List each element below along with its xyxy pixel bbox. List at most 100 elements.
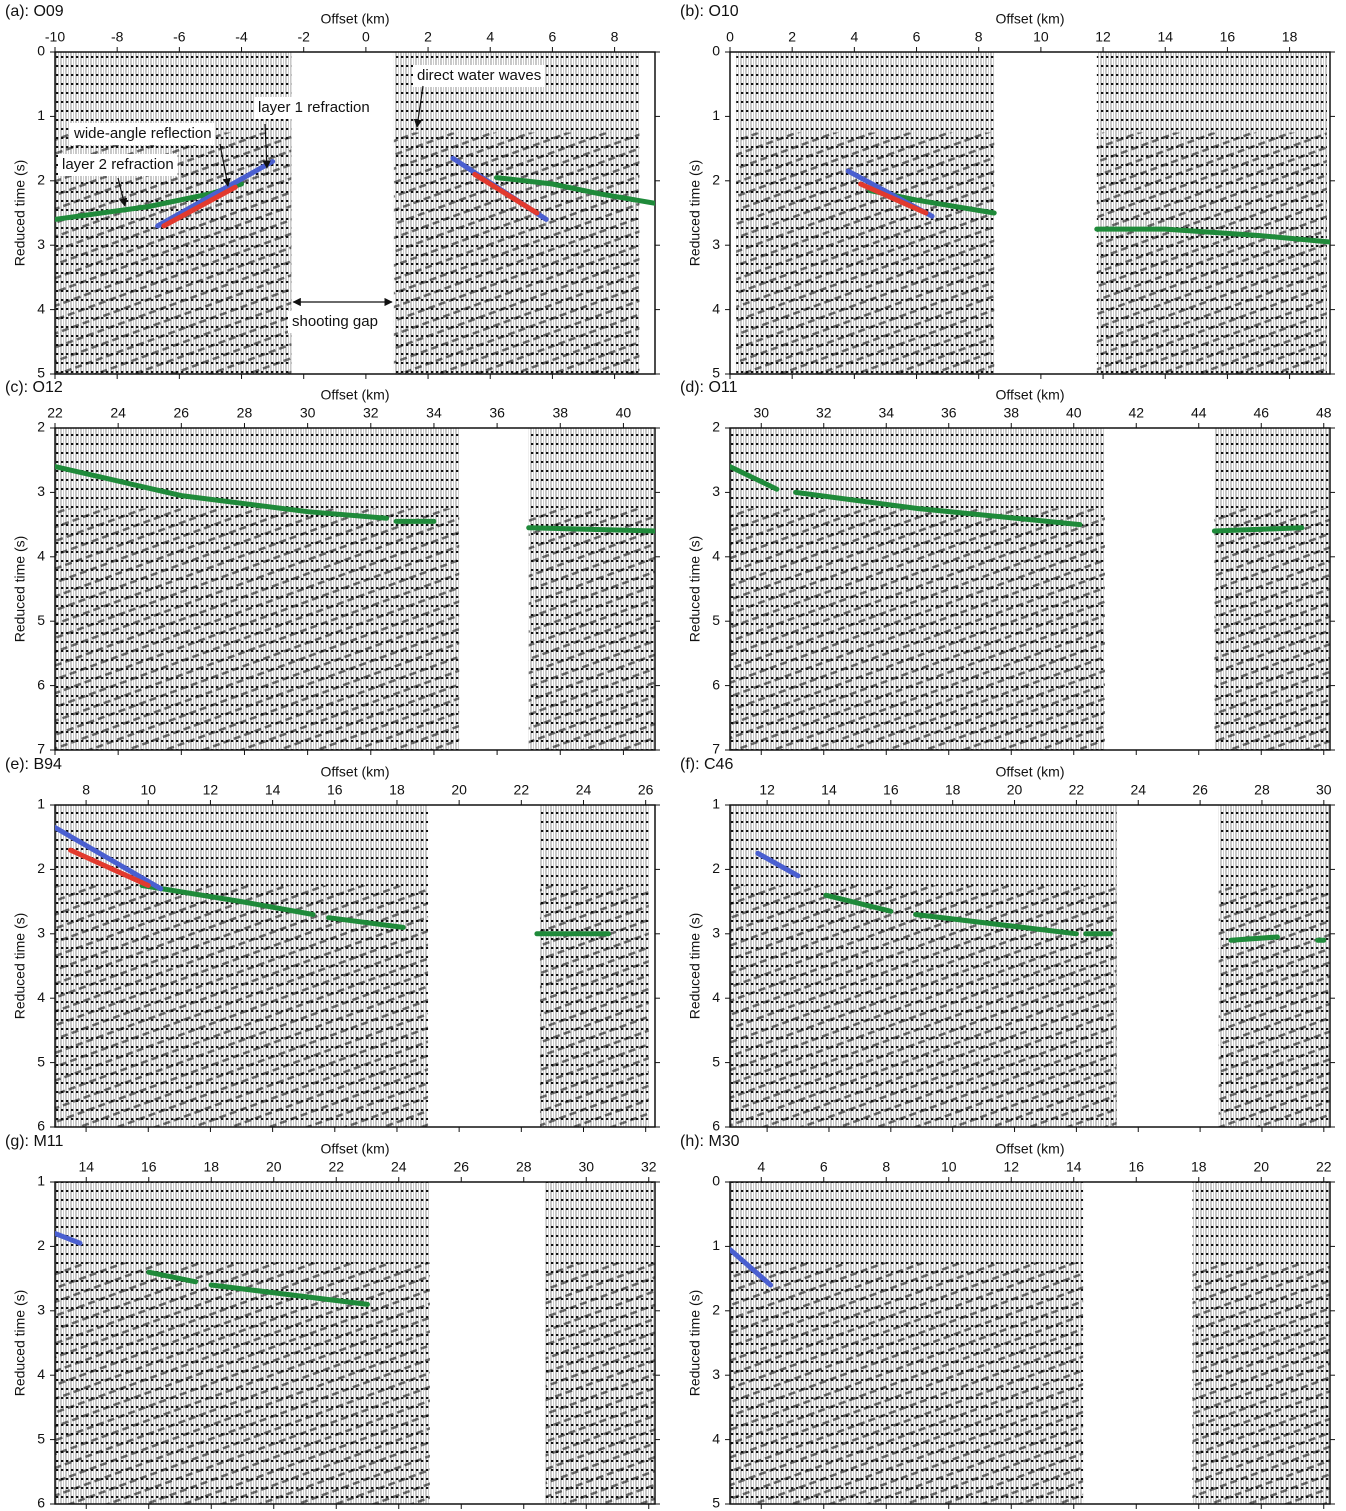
y-tick-label: 4 [712, 1430, 720, 1446]
x-tick-label: 32 [363, 405, 379, 421]
y-tick-label: 6 [37, 676, 45, 692]
annotation-box [288, 311, 382, 333]
x-tick-label: 34 [426, 405, 442, 421]
y-tick-label: 4 [712, 989, 720, 1005]
x-tick-label: -8 [111, 29, 124, 45]
chart-title: (a): O09 [5, 3, 64, 20]
y-axis-label: Reduced time (s) [12, 1290, 28, 1397]
x-axis-label: Offset (km) [996, 11, 1065, 27]
y-tick-label: 3 [712, 236, 720, 252]
x-tick-label: 16 [1128, 1159, 1144, 1175]
pick-line [858, 181, 929, 216]
y-tick-label: 7 [712, 741, 720, 757]
x-tick-label: 8 [82, 782, 90, 798]
x-tick-label: 24 [1130, 782, 1146, 798]
pick-line [730, 464, 1305, 534]
annotation-box [413, 65, 546, 87]
x-axis-label: Offset (km) [321, 11, 390, 27]
y-tick-label: 3 [37, 483, 45, 499]
x-tick-label: 14 [78, 1159, 94, 1175]
y-axis-label: Reduced time (s) [12, 536, 28, 643]
x-tick-label: 24 [110, 405, 126, 421]
trace-texture [736, 132, 995, 374]
y-tick-label: 2 [712, 860, 720, 876]
x-tick-label: 28 [1254, 782, 1270, 798]
pick-line [55, 464, 655, 534]
y-tick-label: 5 [712, 365, 720, 381]
x-tick-label: 28 [516, 1159, 532, 1175]
y-tick-label: 1 [712, 1237, 720, 1253]
y-tick-label: 4 [712, 300, 720, 316]
x-tick-label: 22 [1069, 782, 1085, 798]
x-tick-label: 4 [850, 29, 858, 45]
y-axis-label: Reduced time (s) [687, 1290, 703, 1397]
x-tick-label: 36 [941, 405, 957, 421]
x-tick-label: 10 [941, 1159, 957, 1175]
trace-texture [528, 508, 655, 750]
y-tick-label: 3 [712, 925, 720, 941]
panel: -10 -8 -6 -4 -2 0 2 4 6 8 0 1 2 3 4 5 (a): O09 Offset (km… [5, 3, 660, 381]
x-tick-label: 18 [389, 782, 405, 798]
annotation: direct water waves [417, 67, 541, 84]
y-tick-label: 5 [712, 612, 720, 628]
trace-texture [55, 1262, 430, 1504]
x-axis-label: Offset (km) [996, 1141, 1065, 1157]
trace-texture [730, 508, 1105, 750]
y-tick-label: 0 [712, 43, 720, 59]
annotation: wide-angle reflection [73, 125, 212, 142]
x-tick-label: 24 [576, 782, 592, 798]
trace-texture [1218, 885, 1330, 1127]
y-tick-label: 5 [712, 1053, 720, 1069]
x-tick-label: 20 [1253, 1159, 1269, 1175]
x-tick-label: 16 [1220, 29, 1236, 45]
y-tick-label: 3 [37, 1302, 45, 1318]
plot-frame [54, 51, 656, 375]
x-tick-label: 48 [1316, 405, 1332, 421]
pick-line [823, 892, 1327, 943]
x-tick-label: 16 [141, 1159, 157, 1175]
x-axis-label: Offset (km) [996, 387, 1065, 403]
x-tick-label: 6 [820, 1159, 828, 1175]
y-tick-label: 2 [37, 860, 45, 876]
x-axis-label: Offset (km) [321, 387, 390, 403]
y-tick-label: 1 [37, 107, 45, 123]
annotation-box [70, 123, 216, 145]
x-tick-label: 22 [328, 1159, 344, 1175]
annotation-box [254, 97, 374, 119]
x-tick-label: -4 [235, 29, 248, 45]
y-axis-label: Reduced time (s) [687, 160, 703, 267]
x-tick-label: 14 [265, 782, 281, 798]
x-tick-label: 22 [1316, 1159, 1332, 1175]
trace-texture [730, 1262, 1084, 1504]
x-tick-label: 22 [514, 782, 530, 798]
x-tick-label: 14 [1157, 29, 1173, 45]
annotation-arrow [219, 143, 231, 187]
x-tick-label: 20 [451, 782, 467, 798]
x-tick-label: 30 [753, 405, 769, 421]
y-tick-label: 4 [37, 1366, 45, 1382]
x-tick-label: 8 [611, 29, 619, 45]
trace-texture [1214, 508, 1330, 750]
x-tick-label: 32 [641, 1159, 657, 1175]
y-axis-label: Reduced time (s) [687, 536, 703, 643]
y-tick-label: 6 [37, 1495, 45, 1511]
x-tick-label: 26 [453, 1159, 469, 1175]
x-tick-label: 34 [878, 405, 894, 421]
x-tick-label: 16 [327, 782, 343, 798]
plot-frame [729, 51, 1331, 375]
chart-title: (c): O12 [5, 379, 63, 396]
x-tick-label: 2 [788, 29, 796, 45]
x-tick-label: 44 [1191, 405, 1207, 421]
chart-title: (d): O11 [680, 379, 738, 396]
y-axis-label: Reduced time (s) [687, 913, 703, 1020]
chart-title: (e): B94 [5, 756, 62, 773]
x-tick-label: 10 [1033, 29, 1049, 45]
plot-frame [54, 804, 656, 1128]
y-axis-label: Reduced time (s) [12, 160, 28, 267]
x-tick-label: 38 [1003, 405, 1019, 421]
x-tick-label: 2 [424, 29, 432, 45]
y-tick-label: 3 [37, 925, 45, 941]
annotation-box [58, 154, 178, 176]
